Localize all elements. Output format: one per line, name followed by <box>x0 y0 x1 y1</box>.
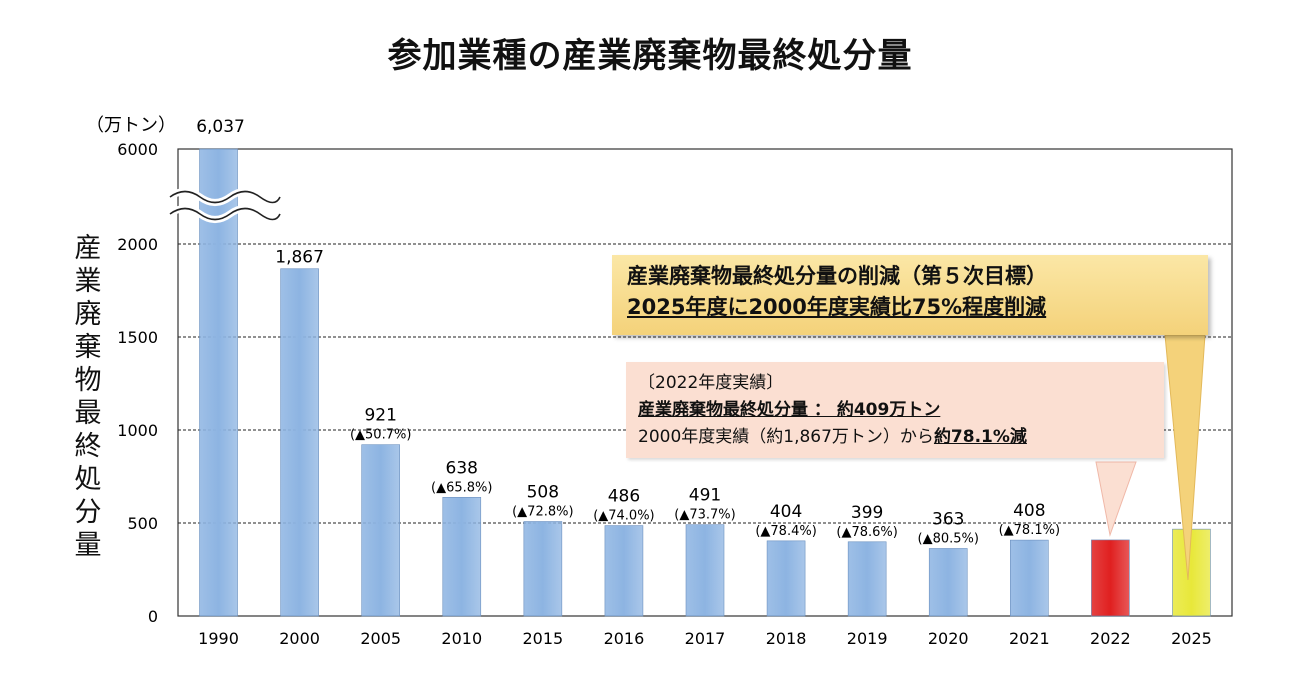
value-label: 6,037 <box>196 117 245 137</box>
y-tick-label: 1500 <box>117 328 158 347</box>
callout-target-pointer <box>1164 334 1206 581</box>
bar-2017 <box>685 524 725 617</box>
reduction-label: (▲73.7%) <box>674 508 735 523</box>
x-tick-label: 2021 <box>1009 629 1050 648</box>
y-axis-title-char: 物 <box>74 365 102 396</box>
x-tick-label: 2015 <box>522 629 563 648</box>
y-tick-label: 2000 <box>117 235 158 254</box>
bar-2019 <box>847 541 887 617</box>
bar-2020 <box>928 548 968 617</box>
value-label: 638 <box>446 458 478 478</box>
value-label: 491 <box>689 486 721 506</box>
bar-1990 <box>199 148 238 617</box>
y-axis-title-char: 産 <box>74 233 102 264</box>
callout-actual-pointer <box>1095 461 1137 537</box>
callout-target-line1: 産業廃棄物最終処分量の削減（第５次目標） <box>627 264 1047 288</box>
value-label: 404 <box>770 502 802 522</box>
bar-2018 <box>766 540 806 617</box>
x-tick-label: 2020 <box>928 629 969 648</box>
bar-2005 <box>361 444 400 617</box>
reduction-label: (▲50.7%) <box>350 428 411 443</box>
reduction-label: (▲78.4%) <box>755 524 816 539</box>
reduction-label: (▲74.0%) <box>593 509 654 524</box>
y-axis-title: 産業廃棄物最終処分量 <box>66 232 110 562</box>
value-label: 508 <box>527 483 559 503</box>
axis-break-mark <box>167 188 284 223</box>
y-axis-title-char: 最 <box>74 398 102 429</box>
callout-actual-line3-emphasis: 約78.1%減 <box>933 427 1027 447</box>
y-axis-title-char: 廃 <box>74 299 102 330</box>
y-tick-label: 0 <box>148 607 158 626</box>
y-axis-title-char: 量 <box>74 530 102 561</box>
bar-2022 <box>1091 539 1130 617</box>
bar-2025 <box>1172 528 1211 617</box>
y-tick-label: 6000 <box>117 140 158 159</box>
x-tick-label: 1990 <box>198 629 239 648</box>
x-tick-label: 2000 <box>279 629 320 648</box>
x-tick-label: 2016 <box>604 629 645 648</box>
x-tick-label: 2018 <box>766 629 807 648</box>
x-tick-label: 2022 <box>1090 629 1131 648</box>
y-axis-title-char: 終 <box>74 431 102 462</box>
callout-actual-line3: 2000年度実績（約1,867万トン）から約78.1%減 <box>638 424 1164 451</box>
bar-2010 <box>442 497 482 617</box>
data-labels: 6,037 1,867 921 (▲50.7%) 638 (▲65.8%) 508 (▲72.… <box>196 117 1060 546</box>
callout-actual-line2: 産業廃棄物最終処分量 ： 約409万トン <box>638 400 941 420</box>
reduction-label: (▲65.8%) <box>431 480 492 495</box>
y-tick-label: 1000 <box>117 421 158 440</box>
y-axis-title-char: 分 <box>74 497 102 528</box>
value-label: 486 <box>608 487 640 507</box>
y-unit-label: （万トン） <box>86 115 176 136</box>
y-axis-title-char: 処 <box>74 464 102 495</box>
callout-actual-line1: 〔2022年度実績〕 <box>638 373 784 393</box>
value-label: 921 <box>364 406 396 426</box>
value-label: 1,867 <box>275 248 324 268</box>
callout-actual-box: 〔2022年度実績〕 産業廃棄物最終処分量 ： 約409万トン 2000年度実績… <box>626 362 1164 458</box>
bar-2016 <box>604 525 644 617</box>
callout-actual-line3-prefix: 2000年度実績（約1,867万トン）から <box>638 427 934 447</box>
reduction-label: (▲72.8%) <box>512 505 573 520</box>
bars <box>199 148 1211 617</box>
y-tick-labels: 0 500 1000 1500 2000 6000 <box>117 140 158 626</box>
reduction-label: (▲78.6%) <box>836 525 897 540</box>
value-label: 363 <box>932 509 964 529</box>
x-tick-labels: 1990 2000 2005 2010 2015 2016 2017 2018 2019 2020… <box>198 629 1212 648</box>
reduction-label: (▲78.1%) <box>999 523 1060 538</box>
value-label: 408 <box>1013 501 1045 521</box>
bar-2021 <box>1010 539 1049 617</box>
x-tick-label: 2019 <box>847 629 888 648</box>
y-tick-label: 500 <box>127 514 158 533</box>
bar-2000 <box>280 268 319 617</box>
x-tick-label: 2025 <box>1171 629 1212 648</box>
y-axis-title-char: 業 <box>74 266 102 297</box>
value-label: 399 <box>851 503 883 523</box>
chart-title: 参加業種の産業廃棄物最終処分量 <box>387 36 913 76</box>
bar-2015 <box>523 521 563 617</box>
callout-target-box: 産業廃棄物最終処分量の削減（第５次目標） 2025年度に2000年度実績比75%… <box>612 255 1208 335</box>
x-tick-label: 2010 <box>441 629 482 648</box>
y-axis-title-char: 棄 <box>74 332 102 363</box>
callout-target-line2: 2025年度に2000年度実績比75%程度削減 <box>627 295 1047 319</box>
reduction-label: (▲80.5%) <box>918 531 979 546</box>
x-tick-label: 2017 <box>685 629 726 648</box>
x-tick-label: 2005 <box>360 629 401 648</box>
